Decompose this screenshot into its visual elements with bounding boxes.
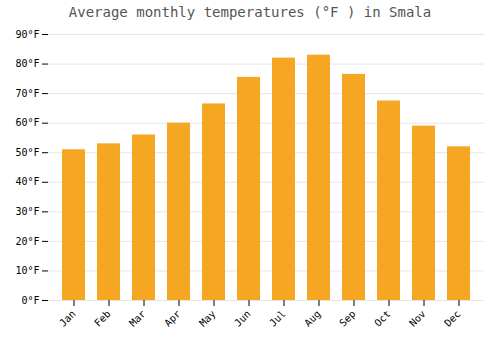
svg-text:Nov: Nov xyxy=(407,308,428,329)
svg-text:50°F: 50°F xyxy=(15,147,39,158)
svg-text:Jun: Jun xyxy=(232,308,253,329)
svg-text:Jan: Jan xyxy=(57,308,78,329)
svg-text:60°F: 60°F xyxy=(15,117,39,128)
svg-text:70°F: 70°F xyxy=(15,88,39,99)
html-text:Average monthly temperatures (: Average monthly temperatures (°F ) in Sm… xyxy=(68,4,432,20)
svg-text:Apr: Apr xyxy=(162,308,183,329)
svg-text:Aug: Aug xyxy=(302,308,323,329)
svg-text:10°F: 10°F xyxy=(15,265,39,276)
svg-text:80°F: 80°F xyxy=(15,58,39,69)
svg-text:30°F: 30°F xyxy=(15,206,39,217)
svg-text:Jul: Jul xyxy=(267,308,288,329)
svg-text:May: May xyxy=(197,308,218,329)
svg-text:Feb: Feb xyxy=(92,308,113,329)
svg-text:90°F: 90°F xyxy=(15,29,39,40)
svg-text:Oct: Oct xyxy=(372,308,393,329)
svg-text:40°F: 40°F xyxy=(15,176,39,187)
svg-text:Mar: Mar xyxy=(127,308,148,329)
svg-text:20°F: 20°F xyxy=(15,236,39,247)
svg-text:Dec: Dec xyxy=(442,308,463,329)
svg-text:0°F: 0°F xyxy=(21,295,39,306)
svg-text:Sep: Sep xyxy=(337,308,358,329)
